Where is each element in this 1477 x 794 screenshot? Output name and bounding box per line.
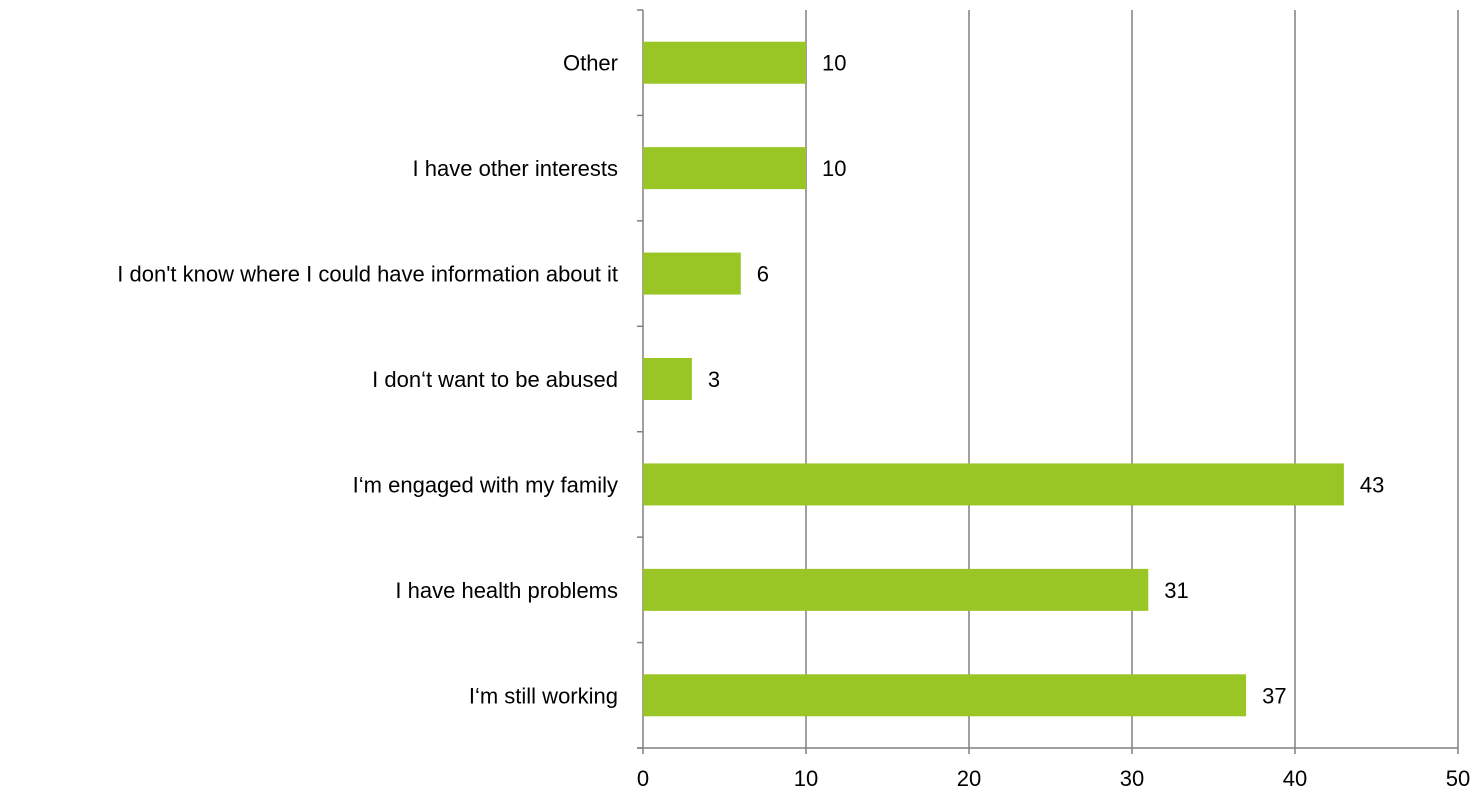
axes xyxy=(637,9,1459,754)
x-tick-label: 50 xyxy=(1446,766,1470,791)
x-tick-label: 20 xyxy=(957,766,981,791)
x-tick-label: 30 xyxy=(1120,766,1144,791)
category-label: Other xyxy=(563,51,618,76)
category-label: I‘m still working xyxy=(469,683,618,708)
category-label: I‘m engaged with my family xyxy=(353,472,618,497)
bar xyxy=(643,568,1149,611)
data-label: 6 xyxy=(757,262,769,287)
labels: 0 10 20 30 40 50 Other 10 I have other interests… xyxy=(117,51,1470,791)
data-label: 3 xyxy=(708,367,720,392)
x-tick-label: 0 xyxy=(637,766,649,791)
bar xyxy=(643,358,692,400)
category-label: I have other interests xyxy=(413,156,618,181)
data-label: 37 xyxy=(1262,683,1286,708)
bar xyxy=(643,674,1247,717)
bars xyxy=(643,41,1344,717)
bar xyxy=(643,252,741,295)
category-label: I have health problems xyxy=(395,578,618,603)
category-label: I don't know where I could have informat… xyxy=(117,262,618,287)
bar xyxy=(643,463,1344,506)
category-label: I don‘t want to be abused xyxy=(372,367,618,392)
bar xyxy=(643,41,806,84)
x-tick-label: 10 xyxy=(794,766,818,791)
x-tick-label: 40 xyxy=(1283,766,1307,791)
data-label: 10 xyxy=(822,51,846,76)
data-label: 43 xyxy=(1360,472,1384,497)
data-label: 31 xyxy=(1164,578,1188,603)
data-label: 10 xyxy=(822,156,846,181)
bar xyxy=(643,147,806,190)
grid-lines xyxy=(805,10,1459,748)
